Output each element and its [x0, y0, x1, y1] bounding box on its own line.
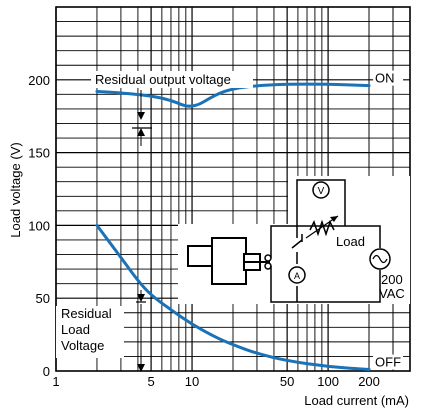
- y-tick-label: 0: [43, 364, 50, 379]
- y-tick-label: 100: [28, 218, 50, 233]
- residual-load-label-line2: Load: [61, 322, 90, 337]
- y-tick-label: 150: [28, 146, 50, 161]
- residual-load-annotation: Residual Load Voltage: [56, 290, 146, 372]
- voltmeter-icon: [312, 181, 330, 199]
- x-tick-label: 5: [147, 374, 154, 389]
- residual-output-label: Residual output voltage: [95, 72, 231, 87]
- residual-load-label-line3: Voltage: [61, 338, 104, 353]
- series-line-off: [95, 223, 371, 372]
- tick-labels: 1 5 10 50 100 200 0 50 100 150 200: [28, 73, 380, 389]
- x-tick-label: 50: [280, 374, 294, 389]
- series-line-on: [95, 82, 371, 108]
- x-axis-label: Load current (mA): [304, 393, 409, 408]
- series-label-bg: [373, 70, 404, 86]
- circuit-source-label-line1: 200: [381, 272, 403, 287]
- series-label-off: OFF: [375, 355, 401, 370]
- ammeter-symbol: A: [294, 271, 300, 281]
- y-tick-label: 200: [28, 73, 50, 88]
- series-label-bg: [373, 354, 404, 370]
- x-tick-label: 1: [52, 374, 59, 389]
- series-group: [95, 82, 371, 372]
- series-label-on: ON: [375, 71, 395, 86]
- ammeter-icon: [288, 266, 306, 284]
- x-tick-label: 10: [185, 374, 199, 389]
- voltmeter-symbol: V: [318, 186, 325, 197]
- device-icon: [187, 237, 270, 285]
- residual-output-annotation: Residual output voltage: [91, 71, 253, 146]
- x-tick-label: 200: [358, 374, 380, 389]
- circuit-load-label: Load: [336, 234, 365, 249]
- y-tick-label: 50: [36, 291, 50, 306]
- y-axis-label: Load voltage (V): [8, 142, 23, 237]
- series-labels: ON OFF: [373, 70, 404, 370]
- residual-load-label-line1: Residual: [61, 306, 112, 321]
- circuit-wires: [270, 179, 381, 303]
- x-tick-label: 100: [317, 374, 339, 389]
- circuit-source-label-line2: VAC: [379, 286, 405, 301]
- circuit-inset: V A Load 200 VAC: [178, 176, 410, 304]
